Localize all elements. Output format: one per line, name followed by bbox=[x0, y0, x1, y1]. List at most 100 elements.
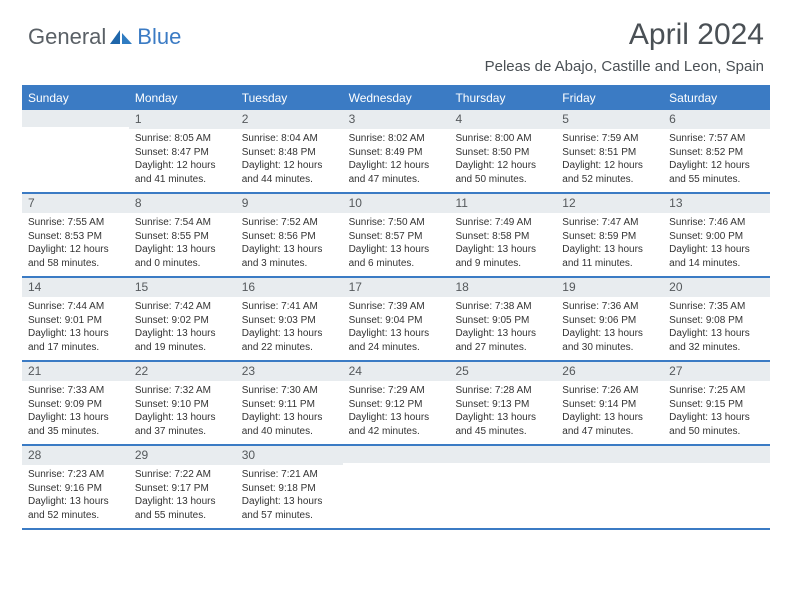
sunrise-text: Sunrise: 7:59 AM bbox=[562, 132, 657, 146]
day-body: Sunrise: 7:52 AMSunset: 8:56 PMDaylight:… bbox=[236, 213, 343, 276]
sunset-text: Sunset: 8:51 PM bbox=[562, 146, 657, 160]
day-number: 19 bbox=[556, 278, 663, 297]
weekday-header: Monday bbox=[129, 87, 236, 110]
day-cell: 27Sunrise: 7:25 AMSunset: 9:15 PMDayligh… bbox=[663, 362, 770, 444]
day-number: 30 bbox=[236, 446, 343, 465]
day-body: Sunrise: 7:25 AMSunset: 9:15 PMDaylight:… bbox=[663, 381, 770, 444]
daylight-text: Daylight: 13 hours and 40 minutes. bbox=[242, 411, 337, 438]
sunrise-text: Sunrise: 7:44 AM bbox=[28, 300, 123, 314]
day-cell bbox=[556, 446, 663, 528]
day-number: 4 bbox=[449, 110, 556, 129]
day-cell: 8Sunrise: 7:54 AMSunset: 8:55 PMDaylight… bbox=[129, 194, 236, 276]
sunrise-text: Sunrise: 7:50 AM bbox=[349, 216, 444, 230]
sunrise-text: Sunrise: 8:05 AM bbox=[135, 132, 230, 146]
day-body: Sunrise: 7:28 AMSunset: 9:13 PMDaylight:… bbox=[449, 381, 556, 444]
daylight-text: Daylight: 13 hours and 0 minutes. bbox=[135, 243, 230, 270]
daylight-text: Daylight: 13 hours and 17 minutes. bbox=[28, 327, 123, 354]
day-number: 22 bbox=[129, 362, 236, 381]
sunrise-text: Sunrise: 7:29 AM bbox=[349, 384, 444, 398]
day-cell: 14Sunrise: 7:44 AMSunset: 9:01 PMDayligh… bbox=[22, 278, 129, 360]
sunset-text: Sunset: 9:14 PM bbox=[562, 398, 657, 412]
daylight-text: Daylight: 12 hours and 55 minutes. bbox=[669, 159, 764, 186]
daylight-text: Daylight: 12 hours and 47 minutes. bbox=[349, 159, 444, 186]
day-cell: 5Sunrise: 7:59 AMSunset: 8:51 PMDaylight… bbox=[556, 110, 663, 192]
weekday-header: Saturday bbox=[663, 87, 770, 110]
daylight-text: Daylight: 13 hours and 42 minutes. bbox=[349, 411, 444, 438]
day-body: Sunrise: 7:57 AMSunset: 8:52 PMDaylight:… bbox=[663, 129, 770, 192]
sunrise-text: Sunrise: 7:30 AM bbox=[242, 384, 337, 398]
day-cell: 9Sunrise: 7:52 AMSunset: 8:56 PMDaylight… bbox=[236, 194, 343, 276]
day-body: Sunrise: 7:54 AMSunset: 8:55 PMDaylight:… bbox=[129, 213, 236, 276]
week-row: 14Sunrise: 7:44 AMSunset: 9:01 PMDayligh… bbox=[22, 278, 770, 362]
day-cell: 7Sunrise: 7:55 AMSunset: 8:53 PMDaylight… bbox=[22, 194, 129, 276]
logo-text-blue: Blue bbox=[137, 24, 181, 50]
day-body: Sunrise: 7:44 AMSunset: 9:01 PMDaylight:… bbox=[22, 297, 129, 360]
day-body: Sunrise: 8:04 AMSunset: 8:48 PMDaylight:… bbox=[236, 129, 343, 192]
sunrise-text: Sunrise: 7:22 AM bbox=[135, 468, 230, 482]
day-cell: 28Sunrise: 7:23 AMSunset: 9:16 PMDayligh… bbox=[22, 446, 129, 528]
day-body: Sunrise: 7:49 AMSunset: 8:58 PMDaylight:… bbox=[449, 213, 556, 276]
day-number bbox=[663, 446, 770, 463]
sunset-text: Sunset: 9:00 PM bbox=[669, 230, 764, 244]
day-body: Sunrise: 7:23 AMSunset: 9:16 PMDaylight:… bbox=[22, 465, 129, 528]
day-body: Sunrise: 8:00 AMSunset: 8:50 PMDaylight:… bbox=[449, 129, 556, 192]
sunset-text: Sunset: 9:13 PM bbox=[455, 398, 550, 412]
day-cell: 23Sunrise: 7:30 AMSunset: 9:11 PMDayligh… bbox=[236, 362, 343, 444]
day-cell bbox=[663, 446, 770, 528]
day-number: 27 bbox=[663, 362, 770, 381]
day-body: Sunrise: 7:42 AMSunset: 9:02 PMDaylight:… bbox=[129, 297, 236, 360]
day-body: Sunrise: 7:22 AMSunset: 9:17 PMDaylight:… bbox=[129, 465, 236, 528]
sunset-text: Sunset: 8:57 PM bbox=[349, 230, 444, 244]
sunrise-text: Sunrise: 7:25 AM bbox=[669, 384, 764, 398]
day-cell: 4Sunrise: 8:00 AMSunset: 8:50 PMDaylight… bbox=[449, 110, 556, 192]
daylight-text: Daylight: 13 hours and 11 minutes. bbox=[562, 243, 657, 270]
daylight-text: Daylight: 13 hours and 45 minutes. bbox=[455, 411, 550, 438]
sunrise-text: Sunrise: 7:55 AM bbox=[28, 216, 123, 230]
sunset-text: Sunset: 9:01 PM bbox=[28, 314, 123, 328]
day-number: 10 bbox=[343, 194, 450, 213]
day-body: Sunrise: 7:29 AMSunset: 9:12 PMDaylight:… bbox=[343, 381, 450, 444]
day-number: 3 bbox=[343, 110, 450, 129]
day-cell: 22Sunrise: 7:32 AMSunset: 9:10 PMDayligh… bbox=[129, 362, 236, 444]
sunset-text: Sunset: 9:02 PM bbox=[135, 314, 230, 328]
daylight-text: Daylight: 12 hours and 52 minutes. bbox=[562, 159, 657, 186]
sunrise-text: Sunrise: 7:26 AM bbox=[562, 384, 657, 398]
sunrise-text: Sunrise: 8:00 AM bbox=[455, 132, 550, 146]
day-number: 2 bbox=[236, 110, 343, 129]
daylight-text: Daylight: 13 hours and 55 minutes. bbox=[135, 495, 230, 522]
sunrise-text: Sunrise: 7:38 AM bbox=[455, 300, 550, 314]
day-cell: 16Sunrise: 7:41 AMSunset: 9:03 PMDayligh… bbox=[236, 278, 343, 360]
sunrise-text: Sunrise: 7:35 AM bbox=[669, 300, 764, 314]
day-body bbox=[22, 127, 129, 185]
day-cell: 26Sunrise: 7:26 AMSunset: 9:14 PMDayligh… bbox=[556, 362, 663, 444]
sunrise-text: Sunrise: 7:46 AM bbox=[669, 216, 764, 230]
sunset-text: Sunset: 8:55 PM bbox=[135, 230, 230, 244]
day-body: Sunrise: 7:59 AMSunset: 8:51 PMDaylight:… bbox=[556, 129, 663, 192]
day-number: 20 bbox=[663, 278, 770, 297]
day-cell: 21Sunrise: 7:33 AMSunset: 9:09 PMDayligh… bbox=[22, 362, 129, 444]
day-body: Sunrise: 7:32 AMSunset: 9:10 PMDaylight:… bbox=[129, 381, 236, 444]
sunset-text: Sunset: 8:49 PM bbox=[349, 146, 444, 160]
day-number: 16 bbox=[236, 278, 343, 297]
week-row: 21Sunrise: 7:33 AMSunset: 9:09 PMDayligh… bbox=[22, 362, 770, 446]
day-body: Sunrise: 7:38 AMSunset: 9:05 PMDaylight:… bbox=[449, 297, 556, 360]
day-number: 15 bbox=[129, 278, 236, 297]
day-number: 26 bbox=[556, 362, 663, 381]
day-cell: 19Sunrise: 7:36 AMSunset: 9:06 PMDayligh… bbox=[556, 278, 663, 360]
sunset-text: Sunset: 8:52 PM bbox=[669, 146, 764, 160]
day-cell: 18Sunrise: 7:38 AMSunset: 9:05 PMDayligh… bbox=[449, 278, 556, 360]
daylight-text: Daylight: 13 hours and 22 minutes. bbox=[242, 327, 337, 354]
day-cell: 30Sunrise: 7:21 AMSunset: 9:18 PMDayligh… bbox=[236, 446, 343, 528]
sunrise-text: Sunrise: 7:54 AM bbox=[135, 216, 230, 230]
day-cell bbox=[449, 446, 556, 528]
week-row: 7Sunrise: 7:55 AMSunset: 8:53 PMDaylight… bbox=[22, 194, 770, 278]
day-number bbox=[343, 446, 450, 463]
daylight-text: Daylight: 12 hours and 44 minutes. bbox=[242, 159, 337, 186]
sunset-text: Sunset: 9:17 PM bbox=[135, 482, 230, 496]
weekday-header: Thursday bbox=[449, 87, 556, 110]
week-row: 1Sunrise: 8:05 AMSunset: 8:47 PMDaylight… bbox=[22, 110, 770, 194]
day-body: Sunrise: 7:46 AMSunset: 9:00 PMDaylight:… bbox=[663, 213, 770, 276]
sunrise-text: Sunrise: 7:52 AM bbox=[242, 216, 337, 230]
weekday-header: Friday bbox=[556, 87, 663, 110]
weekday-header: Tuesday bbox=[236, 87, 343, 110]
